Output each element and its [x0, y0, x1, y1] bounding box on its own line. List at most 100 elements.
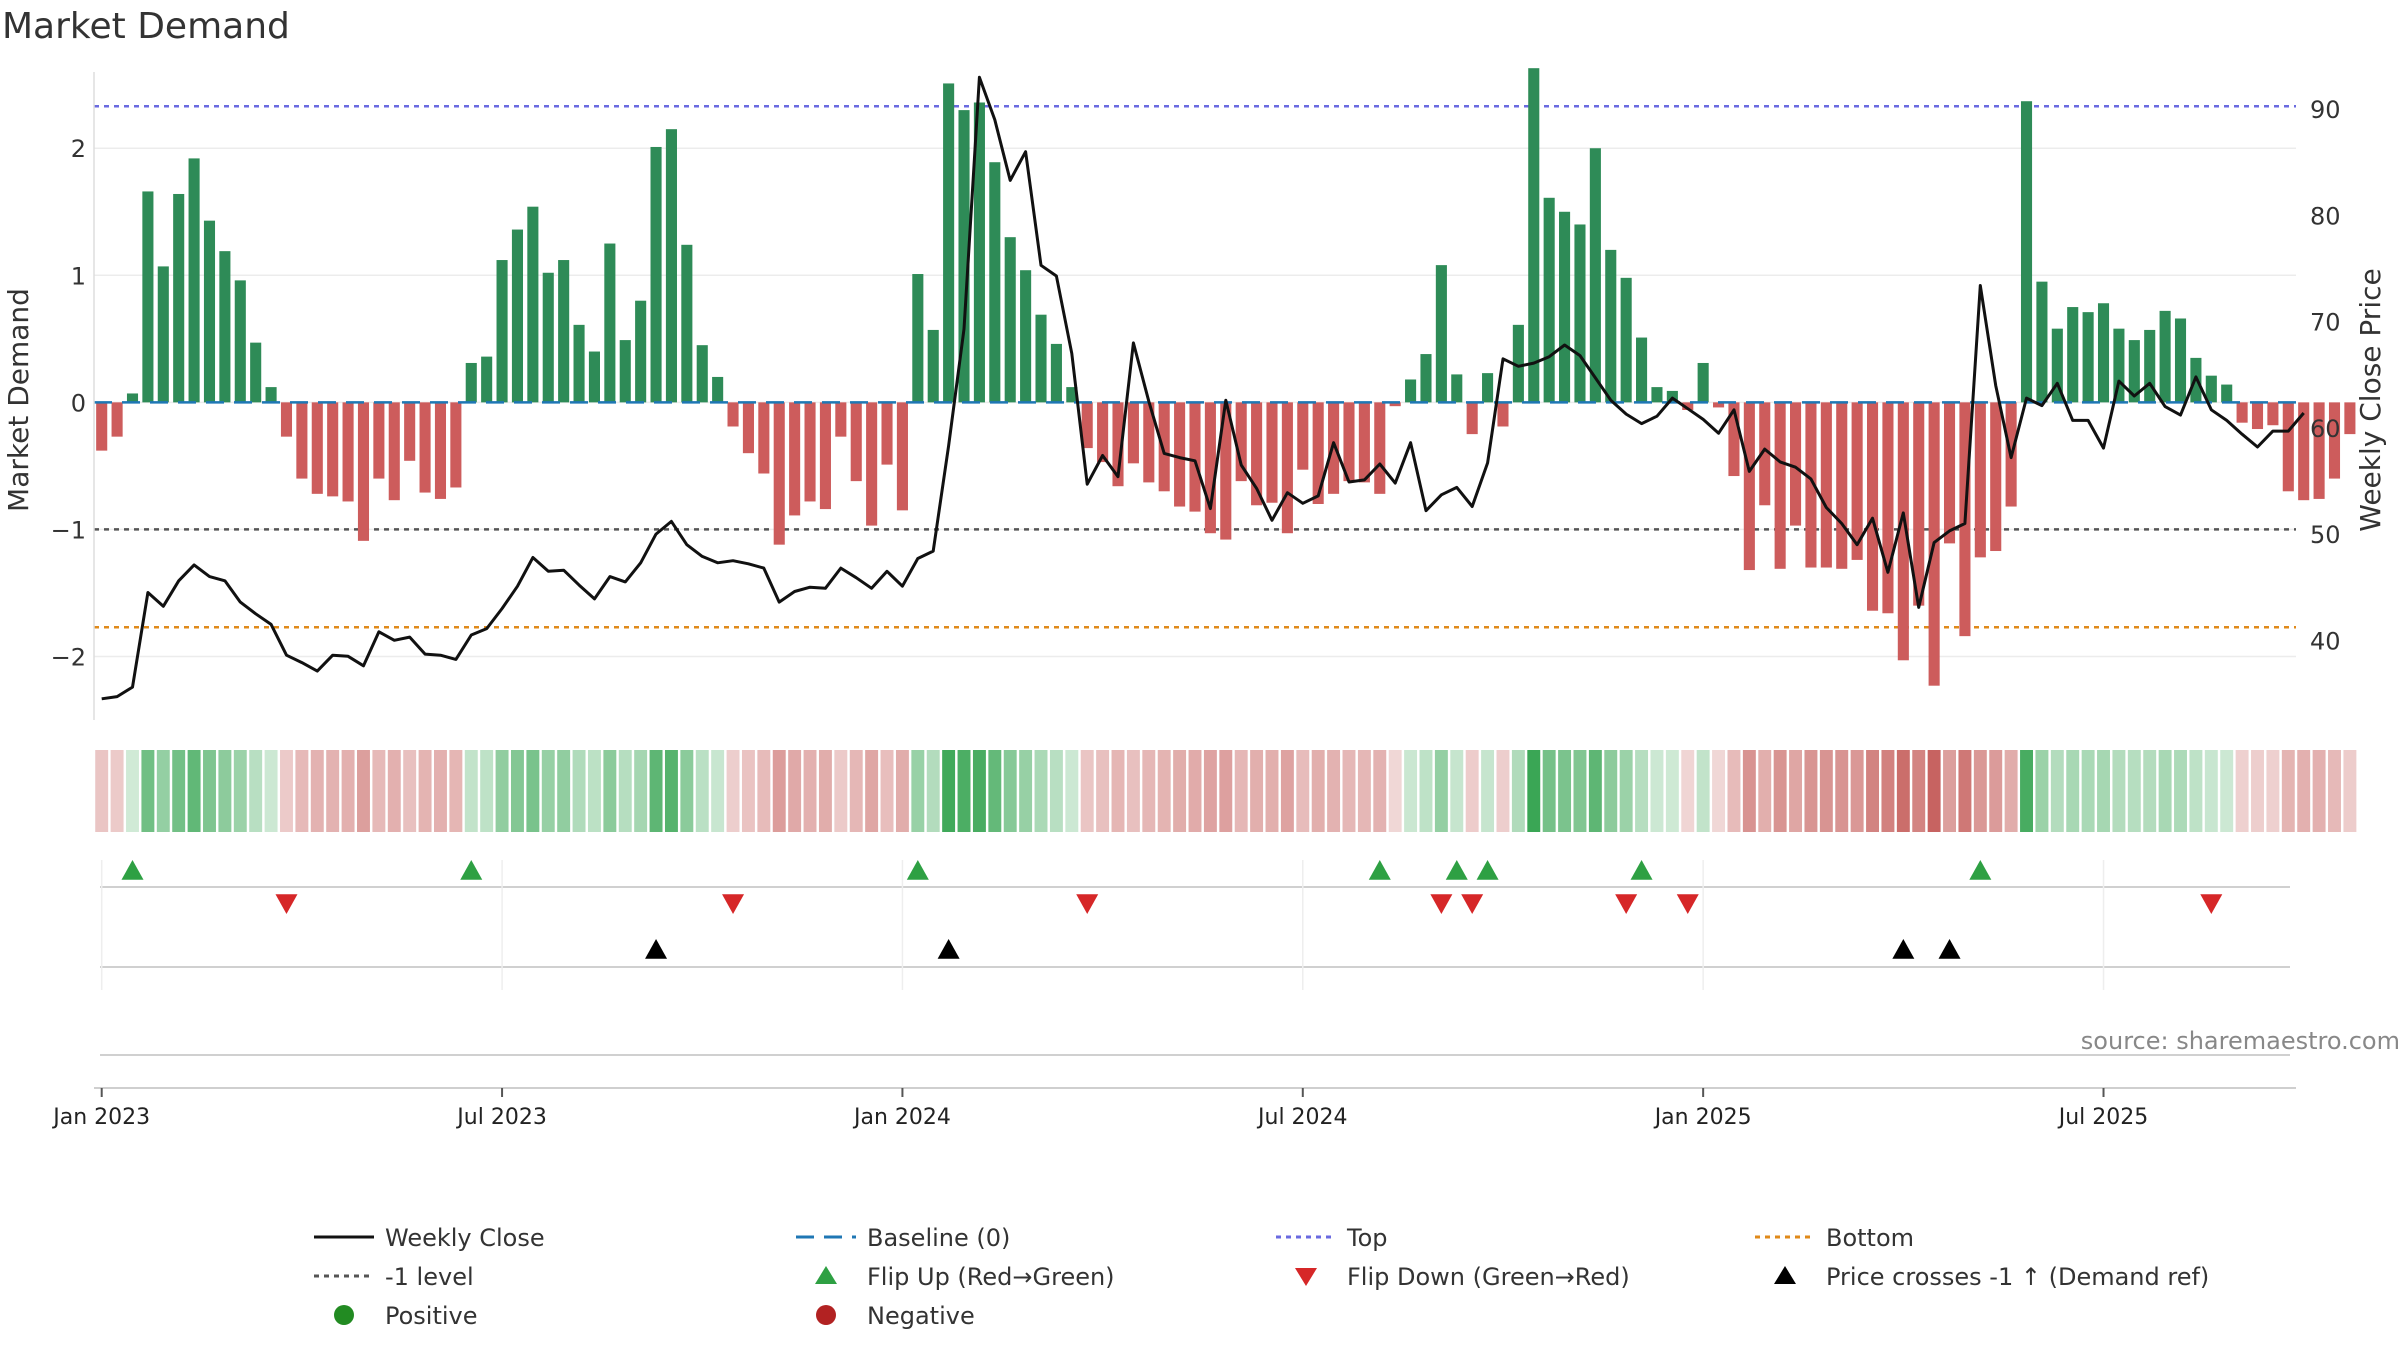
demand-bars: [94, 68, 2356, 686]
y-left-tick: −1: [51, 516, 86, 544]
legend-label: -1 level: [385, 1263, 474, 1291]
strip-cell: [541, 750, 555, 832]
demand-bar: [1836, 402, 1848, 569]
demand-bar: [1866, 402, 1879, 611]
demand-bar: [1297, 402, 1309, 470]
demand-bar: [1636, 337, 1648, 403]
demand-bar: [357, 402, 370, 541]
demand-bar: [1235, 402, 1247, 482]
demand-bar: [1343, 402, 1355, 482]
demand-bar: [1974, 402, 1986, 558]
flip-down-marker: [1615, 894, 1638, 914]
demand-bar: [2036, 281, 2048, 403]
axes: −2 −1 0 1 2 40 50 60 70 80 90: [51, 72, 2341, 720]
demand-bar: [1682, 402, 1694, 410]
strip-cell: [1835, 750, 1849, 832]
y-left-tick: 2: [71, 135, 86, 163]
demand-bar: [1035, 314, 1047, 403]
demand-bar: [142, 191, 154, 403]
demand-bar: [1790, 402, 1802, 526]
strip-cell: [2174, 750, 2187, 832]
strip-cell: [1357, 750, 1371, 832]
demand-bar: [203, 220, 216, 403]
price-cross-marker: [937, 939, 960, 959]
strip-cell: [126, 750, 139, 832]
flip-up-marker: [121, 860, 144, 880]
y-right-label: Weekly Close Price: [2354, 268, 2387, 531]
price-cross-marker: [1938, 939, 1961, 959]
demand-bar: [2328, 402, 2341, 479]
demand-bar: [1543, 197, 1555, 403]
demand-bar: [1482, 373, 1494, 403]
strip-cell: [1681, 750, 1695, 832]
legend-item: -1 level: [314, 1263, 474, 1291]
price-line: [101, 75, 2305, 701]
demand-bar: [404, 402, 416, 461]
strip-cell: [1943, 750, 1956, 832]
strip-cell: [1481, 750, 1495, 832]
demand-bar: [1158, 402, 1170, 492]
x-tick-label: Jan 2025: [1653, 1105, 1752, 1130]
demand-bar: [1112, 402, 1124, 487]
demand-bar: [665, 129, 677, 403]
demand-bar: [1759, 402, 1771, 506]
demand-bar: [2267, 402, 2279, 426]
demand-bar: [1081, 402, 1093, 449]
strip-cell: [2251, 750, 2264, 832]
strip-cell: [818, 750, 832, 832]
strip-cell: [1912, 750, 1926, 832]
strip-cell: [664, 750, 678, 832]
demand-bar: [1528, 68, 1540, 403]
demand-bar: [588, 351, 600, 403]
strip-cell: [1157, 750, 1171, 832]
demand-bar: [1651, 387, 1663, 403]
strip-cell: [2004, 750, 2018, 832]
strip-cell: [2189, 750, 2203, 832]
strip-cell: [218, 750, 232, 832]
strip-cell: [1635, 750, 1649, 832]
demand-bar: [1574, 224, 1586, 403]
legend-item: Flip Up (Red→Green): [815, 1263, 1115, 1291]
y-right-tick: 80: [2310, 202, 2341, 230]
demand-bar: [2344, 402, 2356, 435]
strip-cell: [1188, 750, 1202, 832]
strip-cell: [1696, 750, 1710, 832]
demand-bar: [619, 340, 631, 403]
demand-bar: [126, 393, 139, 403]
demand-bar: [650, 146, 662, 403]
demand-bar: [496, 260, 508, 403]
strip-cell: [172, 750, 186, 832]
strip-cell: [1511, 750, 1525, 832]
strip-cell: [1080, 750, 1094, 832]
flip-up-marker: [906, 860, 929, 880]
strip-cell: [1450, 750, 1464, 832]
strip-cell: [1049, 750, 1063, 832]
strip-cell: [1019, 750, 1033, 832]
strip-cell: [1126, 750, 1140, 832]
strip-cell: [1588, 750, 1602, 832]
demand-bar: [850, 402, 862, 482]
demand-bar: [1204, 402, 1216, 534]
demand-bar: [1420, 354, 1432, 403]
strip-cell: [1896, 750, 1910, 832]
demand-bar: [1251, 402, 1263, 506]
chart-title: Market Demand: [2, 6, 290, 47]
demand-bar: [234, 280, 246, 403]
strip-cell: [2235, 750, 2249, 832]
strip-cell: [1065, 750, 1079, 832]
demand-bar: [1374, 402, 1386, 494]
legend-item: Baseline (0): [796, 1224, 1010, 1252]
demand-bar: [2097, 303, 2110, 403]
demand-bar: [1605, 249, 1617, 403]
demand-bar: [727, 402, 739, 427]
strip-cell: [249, 750, 263, 832]
strip-cell: [603, 750, 617, 832]
demand-bar: [296, 402, 308, 479]
demand-bar: [157, 266, 169, 403]
legend-swatch: [815, 1266, 837, 1284]
demand-bar: [866, 402, 878, 526]
strip-cell: [495, 750, 509, 832]
demand-bar: [2313, 402, 2325, 499]
strip-cell: [957, 750, 971, 832]
strip-cell: [187, 750, 201, 832]
